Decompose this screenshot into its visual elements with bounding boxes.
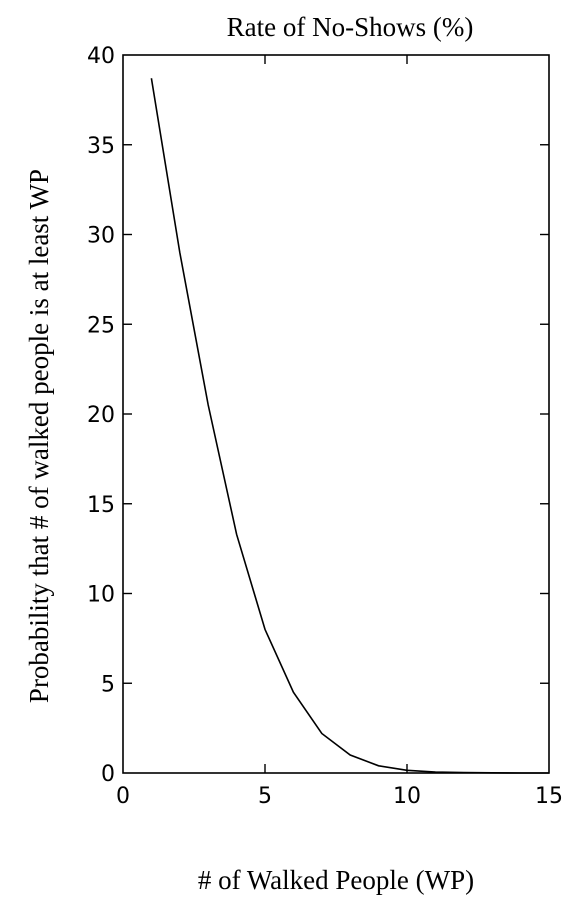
x-tick-label: 5 — [258, 784, 272, 809]
plot-frame — [122, 54, 550, 774]
y-tick-label: 5 — [101, 672, 115, 697]
x-tick-label: 10 — [393, 784, 421, 809]
y-tick-label: 25 — [87, 313, 115, 338]
y-tick-label: 35 — [87, 134, 115, 159]
y-tick-label: 0 — [101, 762, 115, 787]
x-tick-label: 15 — [535, 784, 563, 809]
x-axis-label: # of Walked People (WP) — [198, 865, 474, 895]
x-axis-ticks: 0 5 10 15 — [116, 55, 563, 809]
y-tick-label: 30 — [87, 224, 115, 249]
y-axis-label: Probability that # of walked people is a… — [24, 169, 54, 703]
y-tick-label: 10 — [87, 583, 115, 608]
series-line — [150, 78, 549, 774]
x-tick-label: 0 — [116, 784, 130, 809]
y-tick-label: 20 — [87, 403, 115, 428]
y-tick-label: 15 — [87, 493, 115, 518]
chart-title: Rate of No-Shows (%) — [227, 12, 474, 42]
y-tick-label: 40 — [87, 44, 115, 69]
y-axis-ticks: 0 5 10 15 20 25 30 35 40 — [87, 44, 549, 787]
